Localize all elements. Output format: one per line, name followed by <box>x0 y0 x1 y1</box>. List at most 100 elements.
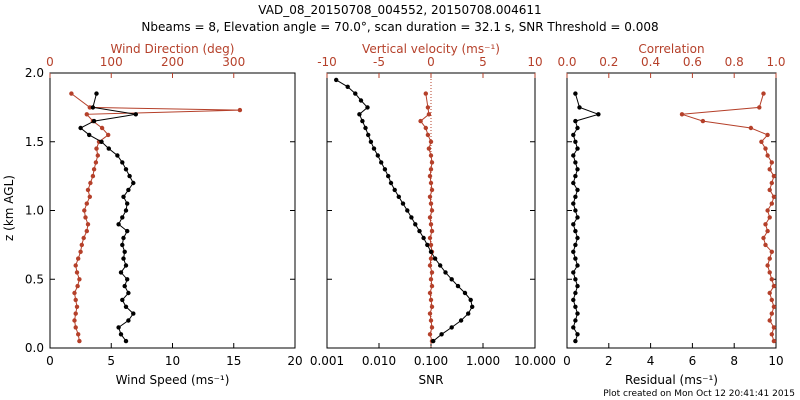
data-point <box>72 290 77 296</box>
x-top-tick-label: 0 <box>46 55 54 69</box>
data-point <box>413 222 418 227</box>
data-point <box>443 270 448 275</box>
data-point <box>379 160 384 165</box>
data-point <box>237 107 243 113</box>
data-point <box>428 256 434 261</box>
data-point <box>767 318 772 323</box>
data-point <box>429 304 435 309</box>
data-point <box>123 208 129 213</box>
data-point <box>573 194 578 199</box>
data-point <box>767 187 772 193</box>
data-point <box>87 105 93 110</box>
data-point <box>769 180 774 186</box>
x-bottom-tick-label: 15 <box>226 354 241 368</box>
data-point <box>571 132 576 138</box>
data-point <box>427 290 433 296</box>
data-point <box>85 222 91 227</box>
data-point <box>405 208 410 213</box>
data-point <box>765 228 770 234</box>
series-snr <box>334 77 475 344</box>
series-vertical-velocity <box>418 91 435 344</box>
data-point <box>116 325 121 330</box>
data-point <box>575 167 580 172</box>
data-point <box>74 304 80 309</box>
data-point <box>765 263 770 268</box>
data-point <box>767 215 772 220</box>
data-point <box>425 132 431 138</box>
data-point <box>761 91 766 96</box>
data-point <box>127 173 132 179</box>
data-point <box>769 332 774 337</box>
data-point <box>575 332 580 337</box>
data-point <box>426 146 432 151</box>
series-residual <box>571 91 601 344</box>
data-point <box>575 187 580 193</box>
data-point <box>679 112 685 117</box>
data-point <box>78 125 83 131</box>
x-top-tick-label: -10 <box>317 55 337 69</box>
data-point <box>771 304 777 309</box>
data-point <box>126 290 131 296</box>
data-point <box>90 173 96 179</box>
data-point <box>84 228 90 234</box>
data-point <box>428 201 434 206</box>
data-point <box>573 256 578 261</box>
y-tick-label: 0.0 <box>25 341 44 355</box>
data-point <box>83 215 88 220</box>
data-point <box>767 167 772 172</box>
data-point <box>575 311 580 316</box>
data-point <box>115 153 120 158</box>
data-point <box>382 167 388 172</box>
x-bottom-tick-label: 10.000 <box>514 354 556 368</box>
data-point <box>575 125 580 131</box>
data-point <box>763 242 768 248</box>
data-point <box>88 180 93 186</box>
x-bottom-axis-label: Wind Speed (ms⁻¹) <box>116 373 230 387</box>
data-point <box>73 325 78 330</box>
data-point <box>99 139 104 144</box>
x-bottom-tick-label: 8 <box>730 354 738 368</box>
data-point <box>761 235 766 241</box>
data-point <box>409 215 414 220</box>
data-point <box>769 160 774 165</box>
data-point <box>573 277 578 282</box>
data-point <box>575 263 580 268</box>
data-point <box>77 338 82 344</box>
x-bottom-axis-label: Residual (ms⁻¹) <box>625 373 718 387</box>
x-bottom-tick-label: 4 <box>647 354 655 368</box>
y-tick-label: 1.0 <box>25 204 44 218</box>
x-top-tick-label: 200 <box>161 55 184 69</box>
data-point <box>76 332 81 337</box>
data-point <box>771 194 777 199</box>
data-point <box>468 297 473 303</box>
data-point <box>94 146 99 151</box>
data-point <box>125 201 130 206</box>
data-point <box>131 180 136 186</box>
data-point <box>596 112 601 117</box>
data-point <box>73 311 78 316</box>
data-point <box>767 290 772 296</box>
x-top-axis-label: Wind Direction (deg) <box>111 42 235 56</box>
data-point <box>75 283 80 289</box>
data-point <box>429 208 435 213</box>
data-point <box>432 256 438 261</box>
data-point <box>429 160 435 165</box>
data-point <box>427 173 433 179</box>
data-point <box>118 270 124 275</box>
data-point <box>93 160 99 165</box>
series-line <box>71 93 240 342</box>
data-point <box>72 318 77 323</box>
data-point <box>466 311 471 316</box>
x-top-tick-label: 1.0 <box>766 55 785 69</box>
data-point <box>106 132 111 138</box>
data-point <box>428 222 434 227</box>
data-point <box>85 187 91 193</box>
data-point <box>363 125 368 131</box>
data-point <box>87 132 92 138</box>
data-point <box>417 228 422 234</box>
data-point <box>449 325 454 330</box>
data-point <box>573 173 578 179</box>
data-point <box>573 208 578 213</box>
data-point <box>123 338 129 344</box>
y-axis-label: z (km AGL) <box>2 175 16 241</box>
